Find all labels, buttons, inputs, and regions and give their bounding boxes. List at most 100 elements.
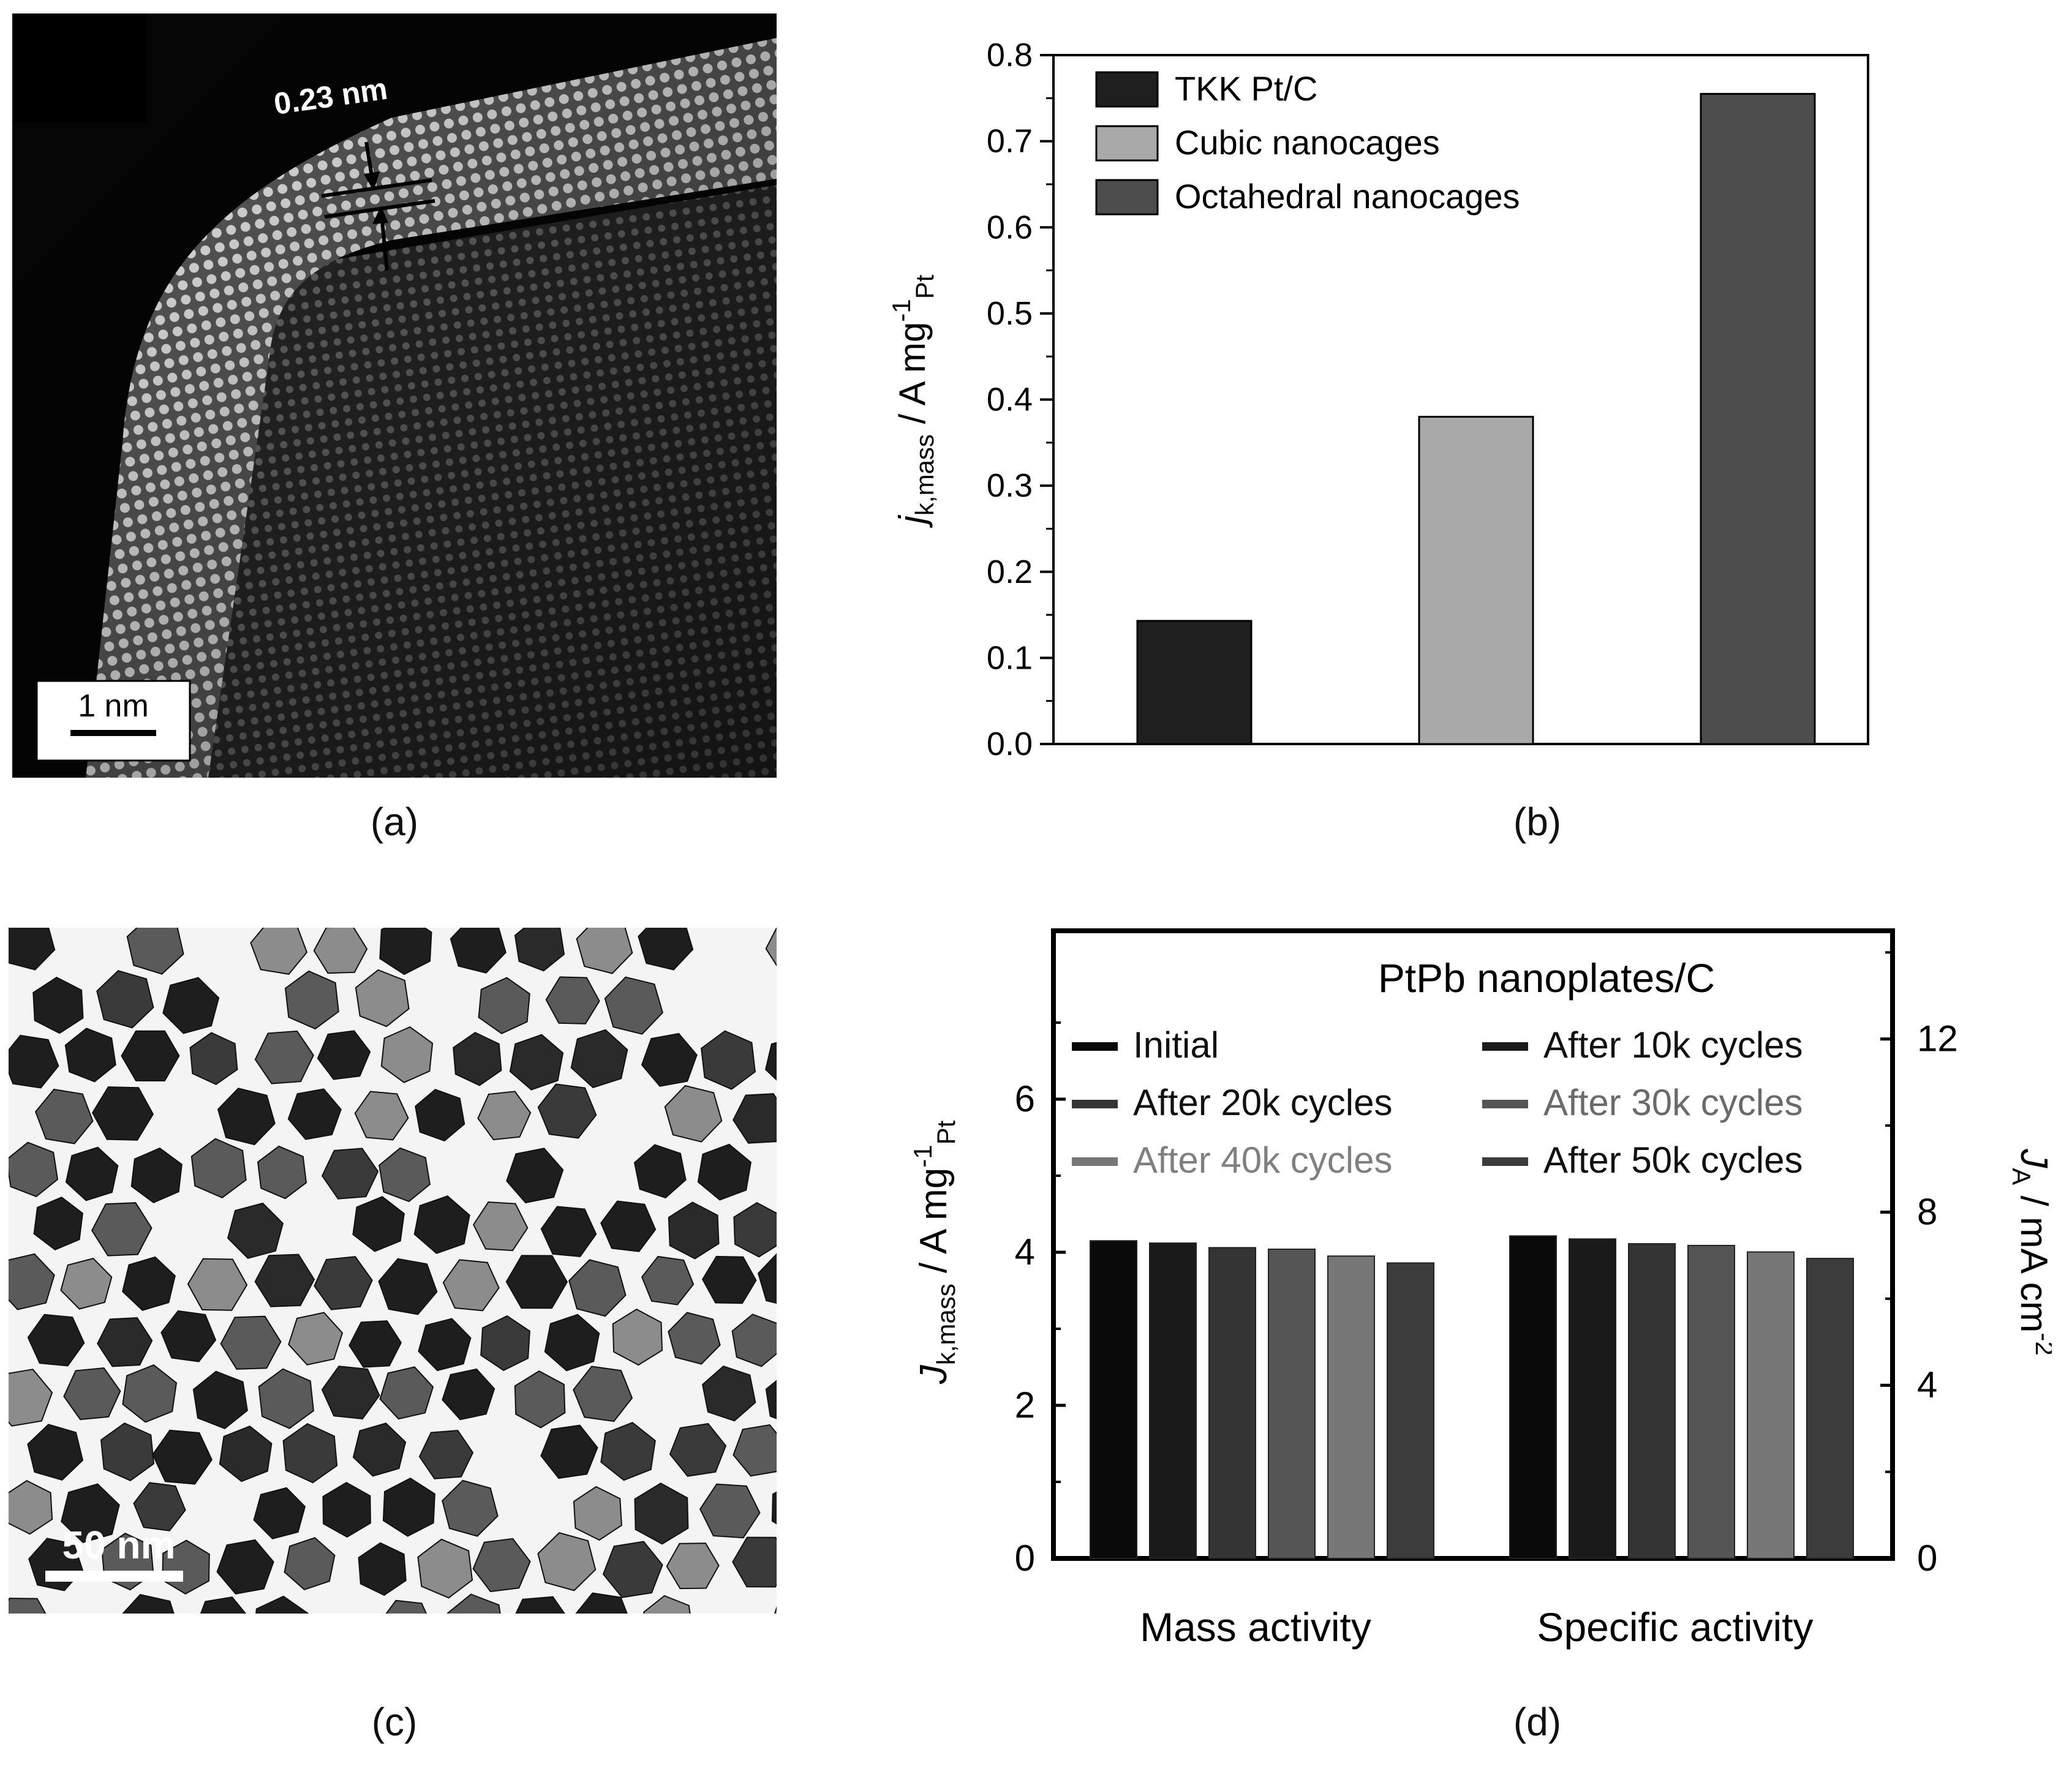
legend-label-d: After 50k cycles xyxy=(1543,1140,1803,1181)
nanoplate-hexagon xyxy=(732,1536,791,1588)
nanoplate-hexagon xyxy=(509,1034,564,1091)
nanoplate-hexagon xyxy=(634,1482,689,1545)
bar-specific-activity-after-20k-cycles xyxy=(1628,1243,1676,1559)
bar-specific-activity-after-50k-cycles xyxy=(1806,1258,1854,1559)
bar-specific-activity-after-30k-cycles xyxy=(1687,1244,1735,1560)
nanoplate-hexagon xyxy=(702,1365,756,1422)
nanoplate-hexagon xyxy=(34,1088,94,1144)
scalebar-c-label: 50 nm xyxy=(62,1523,176,1567)
right-tick-label-d: 12 xyxy=(1917,1018,1958,1059)
bars-d xyxy=(1090,1235,1854,1560)
nanoplate-hexagon xyxy=(160,1310,217,1362)
bar-tkk-pt-c xyxy=(1136,620,1253,745)
y-tick-label-b: 0.3 xyxy=(987,467,1033,504)
nanoplate-hexagon xyxy=(612,1308,663,1366)
bar-cubic-nanocages xyxy=(1418,416,1534,745)
legend-swatch-b xyxy=(1095,179,1159,216)
y-axis-label-b: jk,mass / A mg-1Pt xyxy=(887,274,939,528)
nanoplate-hexagon xyxy=(480,1315,530,1371)
legend-d: Initial After 10k cycles After 20k cycles A… xyxy=(1072,1024,1803,1181)
left-tick-label-d: 6 xyxy=(1015,1078,1035,1119)
caption-a: (a) xyxy=(370,800,419,844)
panel-a-stem-image: 0.23 nm 1 nm xyxy=(12,13,777,778)
y-axis-b: 0.0 0.1 0.2 0.3 0.4 0.5 0.6 0.7 0.8 xyxy=(987,37,1053,762)
y-tick-label-b: 0.1 xyxy=(987,639,1033,676)
nanoplate-hexagon xyxy=(348,1320,402,1368)
nanoplate-hexagon xyxy=(664,1084,723,1143)
nanoplate-hexagon xyxy=(287,1088,342,1140)
nanoplate-hexagon xyxy=(133,1482,186,1531)
nanoplate-hexagon xyxy=(442,1259,500,1312)
nanoplate-hexagon xyxy=(63,1367,121,1421)
stem-micrograph: 0.23 nm 1 nm xyxy=(12,13,777,778)
nanoplate-hexagon xyxy=(130,1147,183,1204)
bar-specific-activity-initial xyxy=(1509,1235,1557,1559)
nanoplate-hexagon xyxy=(322,1482,371,1538)
nanoplate-hexagon xyxy=(413,1195,470,1254)
y-tick-label-b: 0.0 xyxy=(987,726,1033,762)
image-shading xyxy=(12,13,777,778)
nanoplate-hexagon xyxy=(442,1479,499,1537)
nanoplate-hexagon xyxy=(380,1026,434,1083)
nanoplate-hexagon xyxy=(284,970,339,1030)
bars-b xyxy=(1136,92,1816,745)
bar-specific-activity-after-10k-cycles xyxy=(1569,1238,1616,1559)
nanoplate-hexagon xyxy=(91,1202,153,1257)
caption-c: (c) xyxy=(371,1700,418,1744)
nanoplate-hexagon xyxy=(669,1422,727,1477)
nanoplate-hexagon xyxy=(152,1429,213,1485)
legend-label-b: Octahedral nanocages xyxy=(1175,177,1520,216)
y-tick-label-b: 0.4 xyxy=(987,381,1033,418)
nanoplate-hexagon xyxy=(472,1201,529,1252)
y-tick-label-b: 0.5 xyxy=(987,295,1033,332)
bar-specific-activity-after-40k-cycles xyxy=(1747,1251,1795,1559)
plot-frame-d xyxy=(1051,928,1895,1561)
bar-chart-b: 0.0 0.1 0.2 0.3 0.4 0.5 0.6 0.7 0.8 TKK Pt/C Cubi… xyxy=(887,37,1869,762)
nanoplate-hexagon xyxy=(60,1257,113,1310)
nanoplate-hexagon xyxy=(418,1430,474,1479)
nanoplate-hexagon xyxy=(27,1313,85,1367)
nanoplate-hexagon xyxy=(545,976,600,1024)
nanoplate-hexagon xyxy=(33,1197,83,1250)
nanoplate-hexagon xyxy=(379,915,432,975)
nanoplate-hexagon xyxy=(352,1422,407,1477)
nanoplate-hexagon xyxy=(668,1201,720,1260)
nanoplate-hexagon xyxy=(378,1258,438,1315)
nanoplate-hexagon xyxy=(97,1317,153,1367)
nanoplate-hexagon xyxy=(602,1541,663,1598)
right-tick-label-d: 4 xyxy=(1917,1364,1937,1405)
right-tick-label-d: 0 xyxy=(1917,1538,1937,1579)
nanoplate-hexagon xyxy=(288,1312,344,1366)
nanoplate-hexagon xyxy=(537,1531,597,1591)
nanoplate-hexagon xyxy=(540,1206,597,1258)
nanoplate-hexagon xyxy=(514,1370,566,1429)
category-labels-d: Mass activity Specific activity xyxy=(1140,1604,1813,1650)
legend-label-d: Initial xyxy=(1133,1024,1219,1065)
legend-label-b: Cubic nanocages xyxy=(1175,123,1440,162)
nanoplate-hexagon xyxy=(321,1366,380,1419)
nanoplate-hexagon xyxy=(570,1029,628,1089)
bar-mass-activity-after-40k-cycles xyxy=(1327,1255,1375,1559)
nanoplate-hexagon xyxy=(641,1255,695,1306)
left-tick-label-d: 0 xyxy=(1015,1538,1035,1579)
nanoplate-hexagon xyxy=(379,1366,434,1420)
nanoplate-hexagon xyxy=(216,1539,274,1595)
nanoplate-hexagon xyxy=(121,1030,180,1082)
tem-micrograph: 50 nm xyxy=(0,915,852,1656)
legend-label-d: After 40k cycles xyxy=(1133,1140,1393,1181)
nanoplate-hexagon xyxy=(600,1421,656,1481)
bar-octahedral-nanocages xyxy=(1700,92,1816,745)
nanoplate-hexagon xyxy=(64,1028,116,1083)
bar-mass-activity-initial xyxy=(1090,1240,1137,1559)
y-tick-label-b: 0.2 xyxy=(987,554,1033,590)
nanoplate-hexagon xyxy=(189,1032,238,1086)
nanoplate-hexagon xyxy=(91,1086,154,1141)
nanoplate-hexagon xyxy=(358,1542,407,1596)
chart-d-title: PtPb nanoplates/C xyxy=(1378,955,1715,1001)
nanoplate-hexagon xyxy=(257,1145,307,1200)
nanoplate-hexagon xyxy=(122,1364,178,1423)
scalebar-a-label: 1 nm xyxy=(78,688,149,724)
nanoplate-hexagon xyxy=(190,1138,247,1198)
nanoplate-hexagon xyxy=(192,1370,248,1429)
panel-d-bar-chart: 0 2 4 6 0 4 8 12 Initial After 10k cycles After 2… xyxy=(888,906,2059,1690)
